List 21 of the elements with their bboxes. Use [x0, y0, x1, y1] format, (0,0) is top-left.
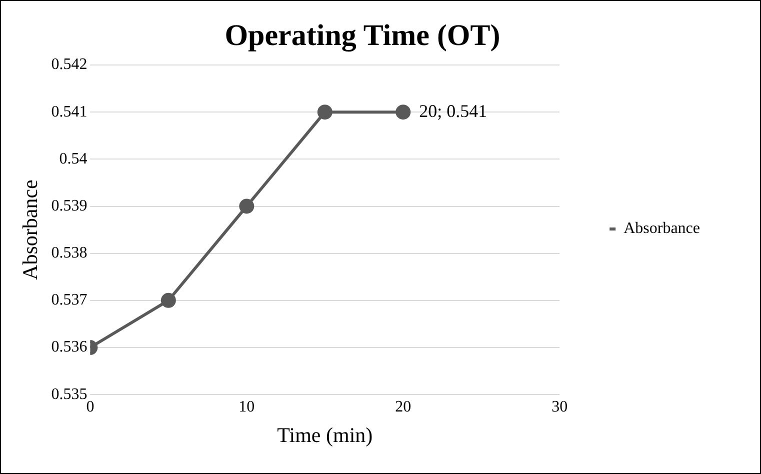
point [160, 292, 176, 308]
y-tick-label: 0.542 [51, 56, 88, 74]
y-tick-label: 0.539 [51, 197, 88, 214]
x-tick-label: 10 [238, 398, 255, 416]
x-axis-title: Time (min) [277, 422, 373, 447]
y-tick-label: 0.54 [59, 150, 88, 168]
y-tick-label: 0.537 [51, 292, 88, 309]
chart-title: Operating Time (OT) [224, 18, 500, 52]
y-tick-label: 0.541 [51, 103, 88, 120]
x-tick-label: 0 [86, 398, 94, 416]
x-tick-label: 20 [395, 398, 412, 416]
y-tick-label: 0.536 [51, 338, 88, 356]
legend-label: Absorbance [624, 220, 700, 238]
x-tick-label: 30 [552, 398, 568, 416]
data-label: 20; 0.541 [419, 100, 488, 121]
y-tick-label: 0.538 [51, 244, 88, 262]
y-tick-label: 0.535 [51, 386, 88, 403]
point [239, 198, 254, 214]
point [396, 104, 411, 120]
y-axis-title: Absorbance [18, 180, 42, 280]
point [317, 104, 332, 120]
